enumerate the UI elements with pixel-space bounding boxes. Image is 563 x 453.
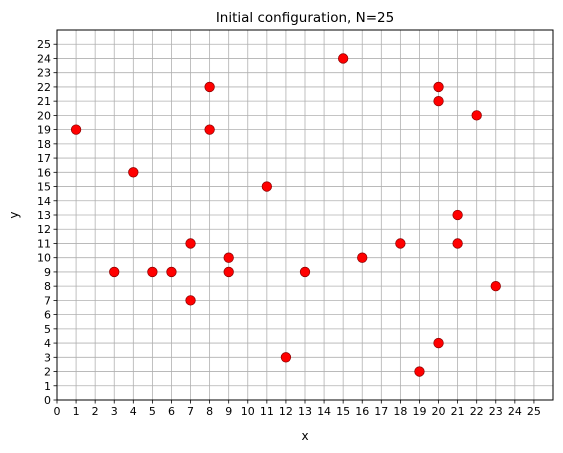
y-tick-label: 0 bbox=[44, 394, 51, 407]
x-tick-label: 17 bbox=[374, 405, 388, 418]
data-point bbox=[166, 266, 177, 278]
x-tick-label: 25 bbox=[527, 405, 541, 418]
data-point bbox=[433, 96, 444, 107]
y-tick-label: 22 bbox=[37, 81, 51, 94]
x-tick-label: 3 bbox=[111, 405, 118, 418]
y-tick-label: 19 bbox=[37, 124, 51, 137]
x-tick-label: 21 bbox=[451, 405, 465, 418]
y-tick-label: 7 bbox=[44, 294, 51, 307]
x-tick-label: 18 bbox=[393, 405, 407, 418]
x-tick-label: 15 bbox=[336, 405, 350, 418]
y-tick-label: 4 bbox=[44, 337, 51, 350]
x-tick-label: 0 bbox=[54, 405, 61, 418]
data-point bbox=[471, 110, 482, 121]
data-point bbox=[490, 281, 501, 292]
data-point bbox=[204, 81, 215, 93]
x-axis: 0 1 2 3 4 5 6 7 8 9 10 11 12 13 14 15 16 17 18 19 20 21 22 23 24… bbox=[54, 400, 541, 418]
grid bbox=[56, 30, 553, 401]
x-tick-label: 24 bbox=[508, 405, 522, 418]
x-tick-label: 12 bbox=[279, 405, 293, 418]
data-point bbox=[433, 81, 444, 93]
data-points bbox=[70, 53, 501, 377]
data-point bbox=[395, 238, 406, 249]
x-axis-label: x bbox=[301, 429, 308, 443]
y-tick-label: 25 bbox=[37, 38, 51, 51]
y-tick-label: 12 bbox=[37, 223, 51, 236]
data-point bbox=[204, 124, 215, 135]
x-tick-label: 8 bbox=[206, 405, 213, 418]
data-point bbox=[414, 366, 425, 377]
data-point bbox=[109, 266, 120, 278]
x-tick-label: 4 bbox=[130, 405, 137, 418]
y-axis-label: y bbox=[7, 211, 21, 218]
data-point bbox=[280, 352, 292, 363]
x-tick-label: 19 bbox=[412, 405, 426, 418]
chart-title: Initial configuration, N=25 bbox=[216, 10, 394, 26]
x-tick-label: 2 bbox=[92, 405, 99, 418]
y-tick-label: 16 bbox=[37, 166, 51, 179]
data-point bbox=[185, 295, 196, 306]
x-tick-label: 22 bbox=[470, 405, 484, 418]
data-point bbox=[128, 167, 139, 178]
x-tick-label: 6 bbox=[168, 405, 175, 418]
x-tick-label: 1 bbox=[73, 405, 80, 418]
data-point bbox=[185, 238, 196, 249]
y-tick-label: 17 bbox=[37, 152, 51, 165]
y-tick-label: 5 bbox=[44, 323, 51, 336]
data-point bbox=[223, 252, 234, 263]
y-tick-label: 21 bbox=[37, 95, 51, 108]
y-tick-label: 15 bbox=[37, 181, 51, 194]
x-tick-label: 9 bbox=[225, 405, 232, 418]
data-point bbox=[433, 337, 444, 349]
data-point bbox=[70, 124, 82, 135]
x-tick-label: 10 bbox=[241, 405, 255, 418]
x-tick-label: 7 bbox=[187, 405, 194, 418]
data-point bbox=[299, 266, 311, 278]
data-point bbox=[452, 209, 463, 221]
x-tick-label: 11 bbox=[260, 405, 274, 418]
y-tick-label: 10 bbox=[37, 252, 51, 265]
data-point bbox=[452, 238, 463, 249]
y-tick-label: 6 bbox=[44, 309, 51, 322]
x-tick-label: 23 bbox=[489, 405, 503, 418]
x-tick-label: 14 bbox=[317, 405, 331, 418]
x-tick-label: 13 bbox=[298, 405, 312, 418]
data-point bbox=[261, 181, 272, 192]
y-tick-label: 1 bbox=[44, 380, 51, 393]
y-tick-label: 14 bbox=[37, 195, 51, 208]
data-point bbox=[338, 53, 349, 64]
y-tick-label: 24 bbox=[37, 52, 51, 65]
y-tick-label: 11 bbox=[37, 237, 51, 250]
y-tick-label: 13 bbox=[37, 209, 51, 222]
y-axis: 0123456789101112131415161718192021222324… bbox=[37, 38, 57, 407]
y-tick-label: 20 bbox=[37, 109, 51, 122]
y-tick-label: 8 bbox=[44, 280, 51, 293]
data-point bbox=[357, 252, 368, 263]
x-tick-label: 20 bbox=[432, 405, 446, 418]
data-point bbox=[223, 266, 234, 278]
y-tick-label: 3 bbox=[44, 351, 51, 364]
y-tick-label: 2 bbox=[44, 366, 51, 379]
x-tick-label: 16 bbox=[355, 405, 369, 418]
data-point bbox=[147, 266, 158, 278]
y-tick-label: 18 bbox=[37, 138, 51, 151]
y-tick-label: 9 bbox=[44, 266, 51, 279]
x-tick-label: 5 bbox=[149, 405, 156, 418]
y-tick-label: 23 bbox=[37, 67, 51, 80]
